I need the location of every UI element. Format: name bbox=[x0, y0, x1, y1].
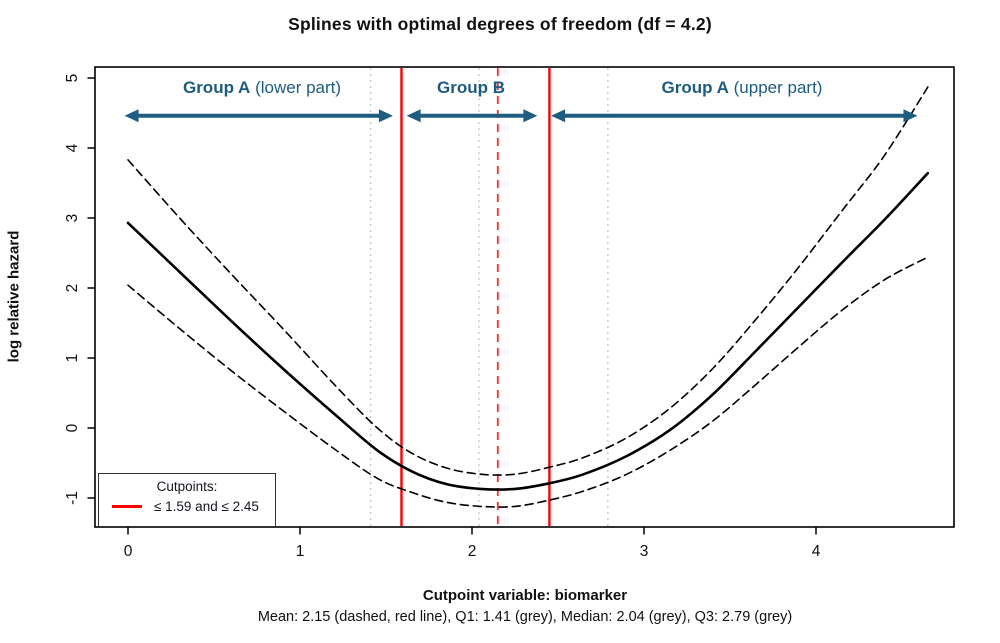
y-tick-label-1: 1 bbox=[64, 354, 81, 363]
arrow-group-b-head-left bbox=[406, 109, 421, 123]
curve-upper-95-ci bbox=[127, 86, 929, 476]
y-tick-label-2: 2 bbox=[64, 284, 81, 293]
arrow-group-a-lower-part--head-right bbox=[378, 109, 393, 123]
y-tick-label-0: 0 bbox=[64, 423, 81, 432]
curve-lower-95-ci bbox=[127, 256, 929, 508]
y-tick-label-5: 5 bbox=[64, 74, 81, 83]
x-axis-sublabel: Mean: 2.15 (dashed, red line), Q1: 1.41 … bbox=[257, 609, 793, 625]
group-a-lower-bold: Group A bbox=[182, 78, 251, 97]
x-tick-label-1: 1 bbox=[296, 543, 305, 560]
cutpoint-line-swatch bbox=[112, 505, 142, 508]
arrow-group-a-upper-part--head-right bbox=[903, 109, 918, 123]
plot-box bbox=[94, 66, 955, 528]
x-tick-label-2: 2 bbox=[468, 543, 477, 560]
arrow-group-a-upper-part--head-left bbox=[551, 109, 566, 123]
arrow-group-a-lower-part--head-left bbox=[124, 109, 139, 123]
group-a-upper-rest: (upper part) bbox=[728, 78, 823, 97]
legend-title: Cutpoints: bbox=[156, 479, 218, 494]
x-tick-label-3: 3 bbox=[640, 543, 649, 560]
x-tick-label-4: 4 bbox=[812, 543, 821, 560]
y-tick-label--1: -1 bbox=[64, 491, 81, 505]
legend: Cutpoints: ≤ 1.59 and ≤ 2.45 bbox=[98, 473, 276, 527]
x-axis-label: Cutpoint variable: biomarker bbox=[422, 587, 628, 604]
y-tick-label-3: 3 bbox=[64, 214, 81, 223]
legend-row: ≤ 1.59 and ≤ 2.45 bbox=[99, 499, 275, 514]
group-a-lower-rest: (lower part) bbox=[250, 78, 342, 97]
legend-cutpoints-label: ≤ 1.59 and ≤ 2.45 bbox=[154, 499, 259, 514]
x-tick-label-0: 0 bbox=[124, 543, 133, 560]
chart-title: Splines with optimal degrees of freedom … bbox=[288, 14, 712, 34]
group-a-upper-bold: Group A bbox=[661, 78, 729, 97]
curve-spline-estimate bbox=[126, 171, 930, 491]
group-a-lower-label: Group A (lower part) bbox=[183, 78, 341, 98]
group-b-label: Group B bbox=[437, 78, 505, 98]
group-a-upper-label: Group A (upper part) bbox=[662, 78, 823, 98]
arrow-group-b-head-right bbox=[523, 109, 538, 123]
y-tick-label-4: 4 bbox=[64, 143, 81, 152]
group-b-bold: Group B bbox=[437, 78, 505, 97]
